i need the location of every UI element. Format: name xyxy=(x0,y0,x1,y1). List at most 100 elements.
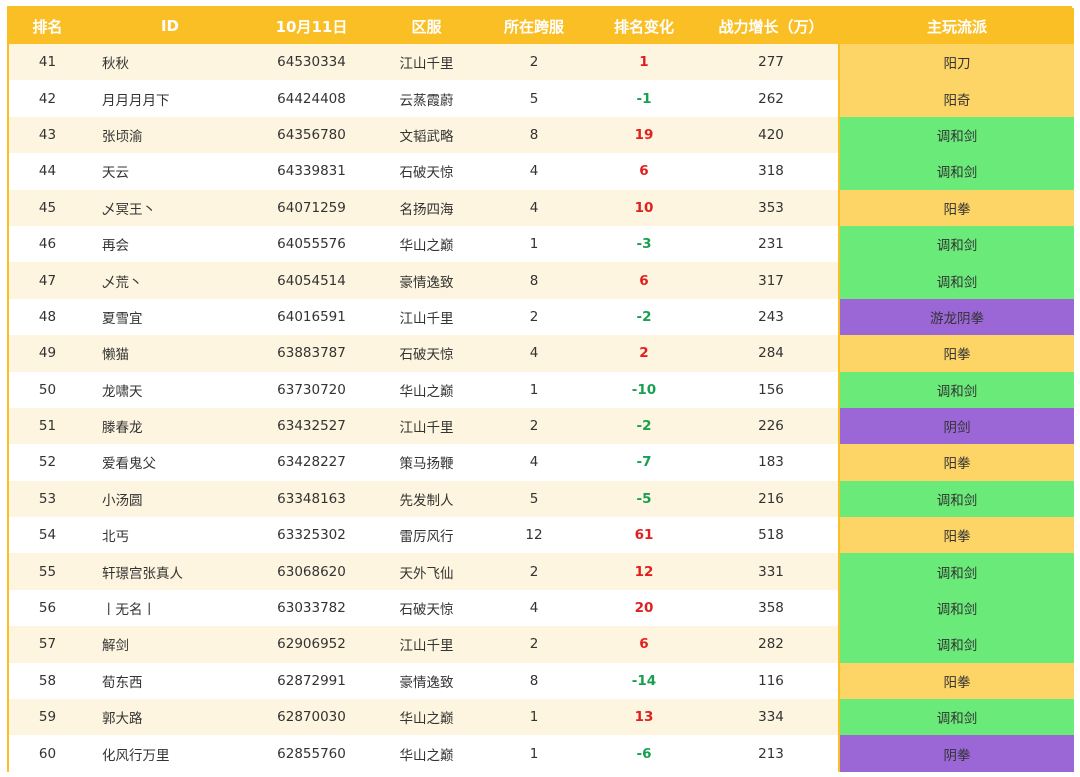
cell-power-growth: 183 xyxy=(704,444,839,481)
cell-player-id: 懒猫 xyxy=(86,335,254,372)
cell-rank: 41 xyxy=(9,44,86,81)
cell-score: 64356780 xyxy=(254,116,369,154)
cell-player-id: 丨无名丨 xyxy=(86,589,254,627)
cell-score: 63730720 xyxy=(254,371,369,408)
cell-rank-change: 10 xyxy=(584,189,704,226)
cell-cross-server: 1 xyxy=(484,699,584,736)
cell-cross-server: 5 xyxy=(484,480,584,518)
cell-cross-server: 4 xyxy=(484,335,584,372)
cell-rank-change: -2 xyxy=(584,407,704,445)
cell-score: 63348163 xyxy=(254,480,369,518)
table-body: 41 秋秋 64530334 江山千里 2 1 277 阳刀 42 月月月月下 64424408 云蒸… xyxy=(9,44,1074,772)
cell-score: 64016591 xyxy=(254,298,369,336)
cell-player-id: 夏雪宜 xyxy=(86,298,254,336)
cell-player-id: 滕春龙 xyxy=(86,407,254,445)
cell-cross-server: 8 xyxy=(484,262,584,299)
cell-rank: 49 xyxy=(9,335,86,372)
cell-cross-server: 1 xyxy=(484,371,584,408)
cell-player-id: 月月月月下 xyxy=(86,80,254,117)
cell-server: 石破天惊 xyxy=(369,335,484,372)
cell-score: 64071259 xyxy=(254,189,369,226)
cell-main-style: 调和剑 xyxy=(838,116,1074,154)
cell-power-growth: 353 xyxy=(704,189,839,226)
cell-server: 天外飞仙 xyxy=(369,553,484,590)
cell-rank: 58 xyxy=(9,662,86,700)
table-row: 49 懒猫 63883787 石破天惊 4 2 284 阳拳 xyxy=(9,335,1074,372)
cell-server: 雷厉风行 xyxy=(369,517,484,554)
cell-rank: 46 xyxy=(9,225,86,263)
cell-rank: 45 xyxy=(9,189,86,226)
header-rank-change: 排名变化 xyxy=(613,17,674,36)
cell-server: 华山之巅 xyxy=(369,699,484,736)
cell-score: 64530334 xyxy=(254,44,369,81)
cell-server: 云蒸霞蔚 xyxy=(369,80,484,117)
cell-server: 江山千里 xyxy=(369,626,484,663)
cell-power-growth: 420 xyxy=(704,116,839,154)
cell-cross-server: 2 xyxy=(484,44,584,81)
cell-rank: 60 xyxy=(9,735,86,772)
cell-score: 63883787 xyxy=(254,335,369,372)
cell-power-growth: 216 xyxy=(704,480,839,518)
table-row: 54 北丐 63325302 雷厉风行 12 61 518 阳拳 xyxy=(9,517,1074,554)
cell-rank: 44 xyxy=(9,153,86,190)
cell-score: 64339831 xyxy=(254,153,369,190)
cell-cross-server: 4 xyxy=(484,589,584,627)
cell-rank: 57 xyxy=(9,626,86,663)
cell-main-style: 阳刀 xyxy=(838,44,1074,81)
cell-player-id: 解剑 xyxy=(86,626,254,663)
table-row: 56 丨无名丨 63033782 石破天惊 4 20 358 调和剑 xyxy=(9,589,1074,627)
cell-rank-change: 12 xyxy=(584,553,704,590)
cell-score: 62855760 xyxy=(254,735,369,772)
cell-main-style: 调和剑 xyxy=(838,480,1074,518)
ranking-table: 排名 ID 10月11日 区服 所在跨服 排名变化 战力增长（万） 主玩流派 4… xyxy=(9,8,1074,772)
table-row: 43 张顷渝 64356780 文韬武略 8 19 420 调和剑 xyxy=(9,116,1074,154)
table-row: 59 郭大路 62870030 华山之巅 1 13 334 调和剑 xyxy=(9,699,1074,736)
cell-rank: 48 xyxy=(9,298,86,336)
header-power-growth: 战力增长（万） xyxy=(718,17,824,36)
cell-player-id: 化风行万里 xyxy=(86,735,254,772)
cell-cross-server: 12 xyxy=(484,517,584,554)
cell-rank: 42 xyxy=(9,80,86,117)
cell-rank: 51 xyxy=(9,407,86,445)
cell-power-growth: 334 xyxy=(704,699,839,736)
cell-server: 江山千里 xyxy=(369,44,484,81)
cell-server: 石破天惊 xyxy=(369,589,484,627)
cell-rank-change: -6 xyxy=(584,735,704,772)
cell-rank: 55 xyxy=(9,553,86,590)
table-row: 44 天云 64339831 石破天惊 4 6 318 调和剑 xyxy=(9,153,1074,190)
cell-server: 先发制人 xyxy=(369,480,484,518)
cell-score: 64424408 xyxy=(254,80,369,117)
cell-score: 63428227 xyxy=(254,444,369,481)
cell-player-id: 再会 xyxy=(86,225,254,263)
cell-main-style: 调和剑 xyxy=(838,626,1074,663)
cell-rank: 52 xyxy=(9,444,86,481)
cell-server: 策马扬鞭 xyxy=(369,444,484,481)
cell-power-growth: 284 xyxy=(704,335,839,372)
cell-player-id: 张顷渝 xyxy=(86,116,254,154)
cell-main-style: 阳奇 xyxy=(838,80,1074,117)
table-row: 41 秋秋 64530334 江山千里 2 1 277 阳刀 xyxy=(9,44,1074,81)
header-cross-server: 所在跨服 xyxy=(503,17,564,36)
cell-power-growth: 231 xyxy=(704,225,839,263)
cell-player-id: 乄冥王丶 xyxy=(86,189,254,226)
cell-main-style: 阳拳 xyxy=(838,189,1074,226)
cell-main-style: 调和剑 xyxy=(838,371,1074,408)
cell-cross-server: 2 xyxy=(484,553,584,590)
table-row: 46 再会 64055576 华山之巅 1 -3 231 调和剑 xyxy=(9,225,1074,263)
cell-player-id: 郭大路 xyxy=(86,699,254,736)
header-date-score: 10月11日 xyxy=(275,17,348,36)
cell-player-id: 爱看鬼父 xyxy=(86,444,254,481)
cell-player-id: 秋秋 xyxy=(86,44,254,81)
cell-player-id: 荀东西 xyxy=(86,662,254,700)
cell-cross-server: 2 xyxy=(484,626,584,663)
cell-server: 豪情逸致 xyxy=(369,262,484,299)
cell-cross-server: 8 xyxy=(484,116,584,154)
table-row: 48 夏雪宜 64016591 江山千里 2 -2 243 游龙阴拳 xyxy=(9,298,1074,336)
cell-cross-server: 1 xyxy=(484,225,584,263)
cell-score: 63432527 xyxy=(254,407,369,445)
cell-power-growth: 262 xyxy=(704,80,839,117)
cell-player-id: 北丐 xyxy=(86,517,254,554)
cell-main-style: 调和剑 xyxy=(838,553,1074,590)
header-rank: 排名 xyxy=(32,17,63,36)
cell-main-style: 阳拳 xyxy=(838,444,1074,481)
